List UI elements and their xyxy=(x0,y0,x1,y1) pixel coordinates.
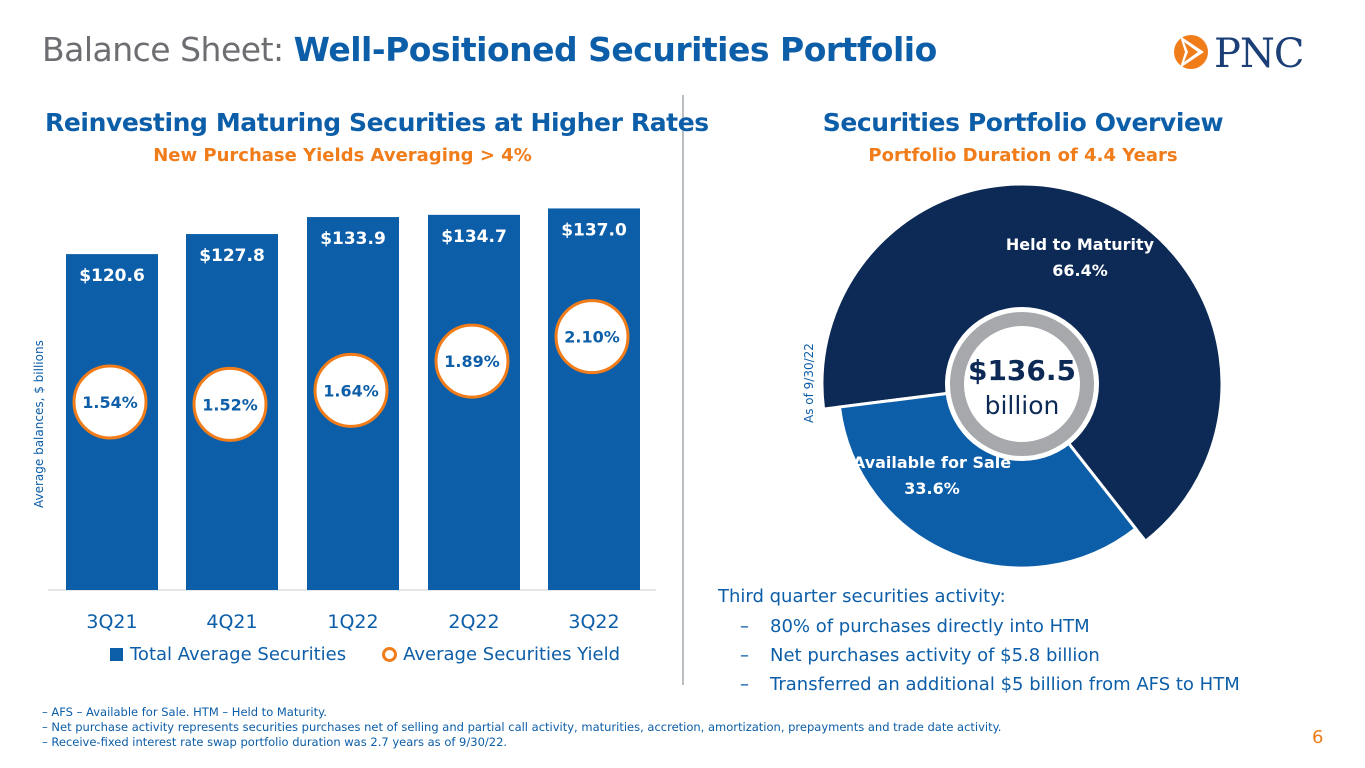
section-divider xyxy=(682,95,684,685)
bar-chart: $120.6 3Q21 $127.8 4Q21 $133.9 1Q22 $134.7 2Q22… xyxy=(48,208,656,633)
yield-label: 1.54% xyxy=(82,393,138,412)
pie-slice-value: 33.6% xyxy=(904,479,960,498)
bar-value-label: $120.6 xyxy=(79,266,145,286)
activity-item: Net purchases activity of $5.8 billion xyxy=(718,645,1240,666)
yield-label: 1.52% xyxy=(202,395,258,414)
bar-value-label: $133.9 xyxy=(320,229,386,249)
yield-label: 2.10% xyxy=(564,328,620,347)
activity-list: 80% of purchases directly into HTM Net p… xyxy=(718,616,1240,695)
pie-center-unit: billion xyxy=(985,391,1060,420)
footnotes: – AFS – Available for Sale. HTM – Held t… xyxy=(42,705,1001,750)
bar-value-label: $134.7 xyxy=(441,227,507,247)
yield-marker xyxy=(313,352,389,428)
legend-label-yield: Average Securities Yield xyxy=(403,644,621,665)
yield-marker xyxy=(72,364,148,440)
pie-slice-available-for-sale xyxy=(837,382,1138,570)
page-title-main: Well-Positioned Securities Portfolio xyxy=(293,30,938,69)
footnote-item: – Receive-fixed interest rate swap portf… xyxy=(42,735,508,749)
activity-heading: Third quarter securities activity: xyxy=(718,586,1006,607)
pnc-logo-icon xyxy=(1174,35,1208,69)
left-section-subtitle: New Purchase Yields Averaging > 4% xyxy=(153,145,532,166)
activity-summary: Third quarter securities activity: 80% o… xyxy=(718,586,1240,703)
footnote-item: – AFS – Available for Sale. HTM – Held t… xyxy=(42,705,327,719)
pie-slice-label: Available for Sale xyxy=(853,453,1011,472)
pnc-logo: PNC xyxy=(1170,28,1330,80)
page-title: Balance Sheet: Well-Positioned Securitie… xyxy=(42,30,937,69)
pie-slice-label: Held to Maturity xyxy=(1006,235,1155,254)
legend-swatch-yield xyxy=(382,647,398,662)
activity-item: 80% of purchases directly into HTM xyxy=(718,616,1240,637)
right-section-subtitle: Portfolio Duration of 4.4 Years xyxy=(868,145,1178,166)
legend-label-securities: Total Average Securities xyxy=(130,644,347,665)
page-title-prefix: Balance Sheet: xyxy=(42,30,284,69)
bar-value-label: $137.0 xyxy=(561,220,627,240)
yield-label: 1.89% xyxy=(444,352,500,371)
pie-slice-value: 66.4% xyxy=(1052,261,1108,280)
x-tick-label: 1Q22 xyxy=(327,611,378,633)
footnote-item: – Net purchase activity represents secur… xyxy=(42,720,1002,734)
bar-value-label: $127.8 xyxy=(199,246,265,266)
bar-chart-legend: Total Average Securities Average Securit… xyxy=(110,644,620,665)
yield-marker xyxy=(192,366,268,442)
right-section-title: Securities Portfolio Overview xyxy=(822,108,1224,137)
bar-2Q22 xyxy=(428,214,520,590)
activity-item: Transferred an additional $5 billion fro… xyxy=(718,674,1240,695)
x-tick-label: 2Q22 xyxy=(448,611,499,633)
yield-marker xyxy=(554,299,630,375)
x-tick-label: 3Q22 xyxy=(568,611,619,633)
left-section-title: Reinvesting Maturing Securities at Highe… xyxy=(45,108,709,137)
pie-center-value: $136.5 xyxy=(968,354,1076,387)
pie-center-ring xyxy=(950,312,1094,456)
pie-center-fill xyxy=(965,327,1079,441)
yield-marker xyxy=(434,323,510,399)
yield-label: 1.64% xyxy=(323,381,379,400)
pie-chart: $136.5 billion Held to Maturity 66.4% Availa… xyxy=(820,182,1224,570)
x-tick-label: 4Q21 xyxy=(206,611,257,633)
pnc-logo-text: PNC xyxy=(1214,31,1305,77)
legend-swatch-securities xyxy=(110,648,123,661)
page-number: 6 xyxy=(1312,727,1324,748)
bar-3Q22 xyxy=(548,208,640,590)
x-tick-label: 3Q21 xyxy=(86,611,137,633)
